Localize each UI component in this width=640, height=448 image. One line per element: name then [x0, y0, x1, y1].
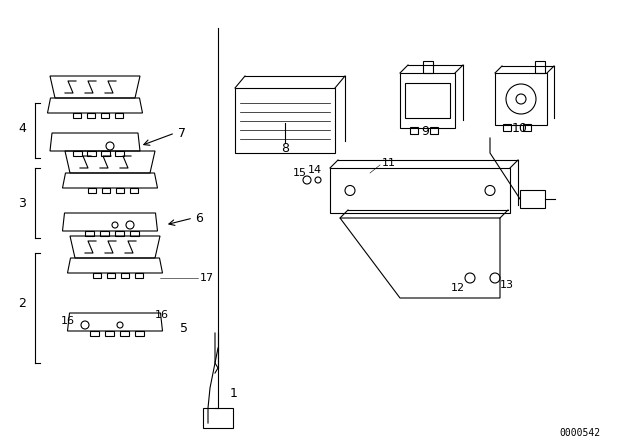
- Bar: [203, 408, 233, 428]
- Bar: [495, 73, 547, 125]
- Bar: [90, 331, 99, 336]
- Text: 2: 2: [18, 297, 26, 310]
- Bar: [102, 188, 110, 193]
- Text: 11: 11: [382, 158, 396, 168]
- Bar: [93, 273, 101, 278]
- Text: 6: 6: [195, 211, 203, 224]
- Text: 16: 16: [61, 316, 75, 326]
- Bar: [135, 273, 143, 278]
- Bar: [115, 151, 124, 156]
- Bar: [100, 231, 109, 236]
- Bar: [400, 73, 455, 128]
- Text: 12: 12: [451, 283, 465, 293]
- Bar: [73, 113, 81, 118]
- Text: 9: 9: [421, 125, 429, 138]
- Bar: [115, 113, 123, 118]
- Text: 14: 14: [308, 165, 322, 175]
- Bar: [116, 188, 124, 193]
- Bar: [88, 188, 96, 193]
- Text: 17: 17: [200, 273, 214, 283]
- Text: 0000542: 0000542: [559, 428, 600, 438]
- Text: 16: 16: [155, 310, 169, 320]
- Text: 15: 15: [293, 168, 307, 178]
- Text: 13: 13: [500, 280, 514, 290]
- Text: 1: 1: [230, 387, 238, 400]
- Bar: [422, 61, 433, 73]
- Bar: [430, 127, 438, 134]
- Text: 8: 8: [281, 142, 289, 155]
- Bar: [235, 88, 335, 153]
- Bar: [120, 331, 129, 336]
- Bar: [535, 61, 545, 73]
- Bar: [130, 188, 138, 193]
- Text: 5: 5: [180, 322, 188, 335]
- Text: 4: 4: [18, 121, 26, 134]
- Bar: [105, 331, 114, 336]
- Bar: [503, 124, 511, 131]
- Bar: [523, 124, 531, 131]
- Bar: [101, 151, 110, 156]
- Bar: [520, 190, 545, 208]
- Bar: [135, 331, 144, 336]
- Text: 10: 10: [512, 121, 528, 134]
- Bar: [130, 231, 139, 236]
- Bar: [115, 231, 124, 236]
- Bar: [121, 273, 129, 278]
- Bar: [410, 127, 418, 134]
- Bar: [73, 151, 82, 156]
- Text: 7: 7: [178, 126, 186, 139]
- Bar: [101, 113, 109, 118]
- Bar: [107, 273, 115, 278]
- Bar: [87, 113, 95, 118]
- Bar: [85, 231, 94, 236]
- Bar: [87, 151, 96, 156]
- Text: 3: 3: [18, 197, 26, 210]
- Bar: [405, 83, 450, 118]
